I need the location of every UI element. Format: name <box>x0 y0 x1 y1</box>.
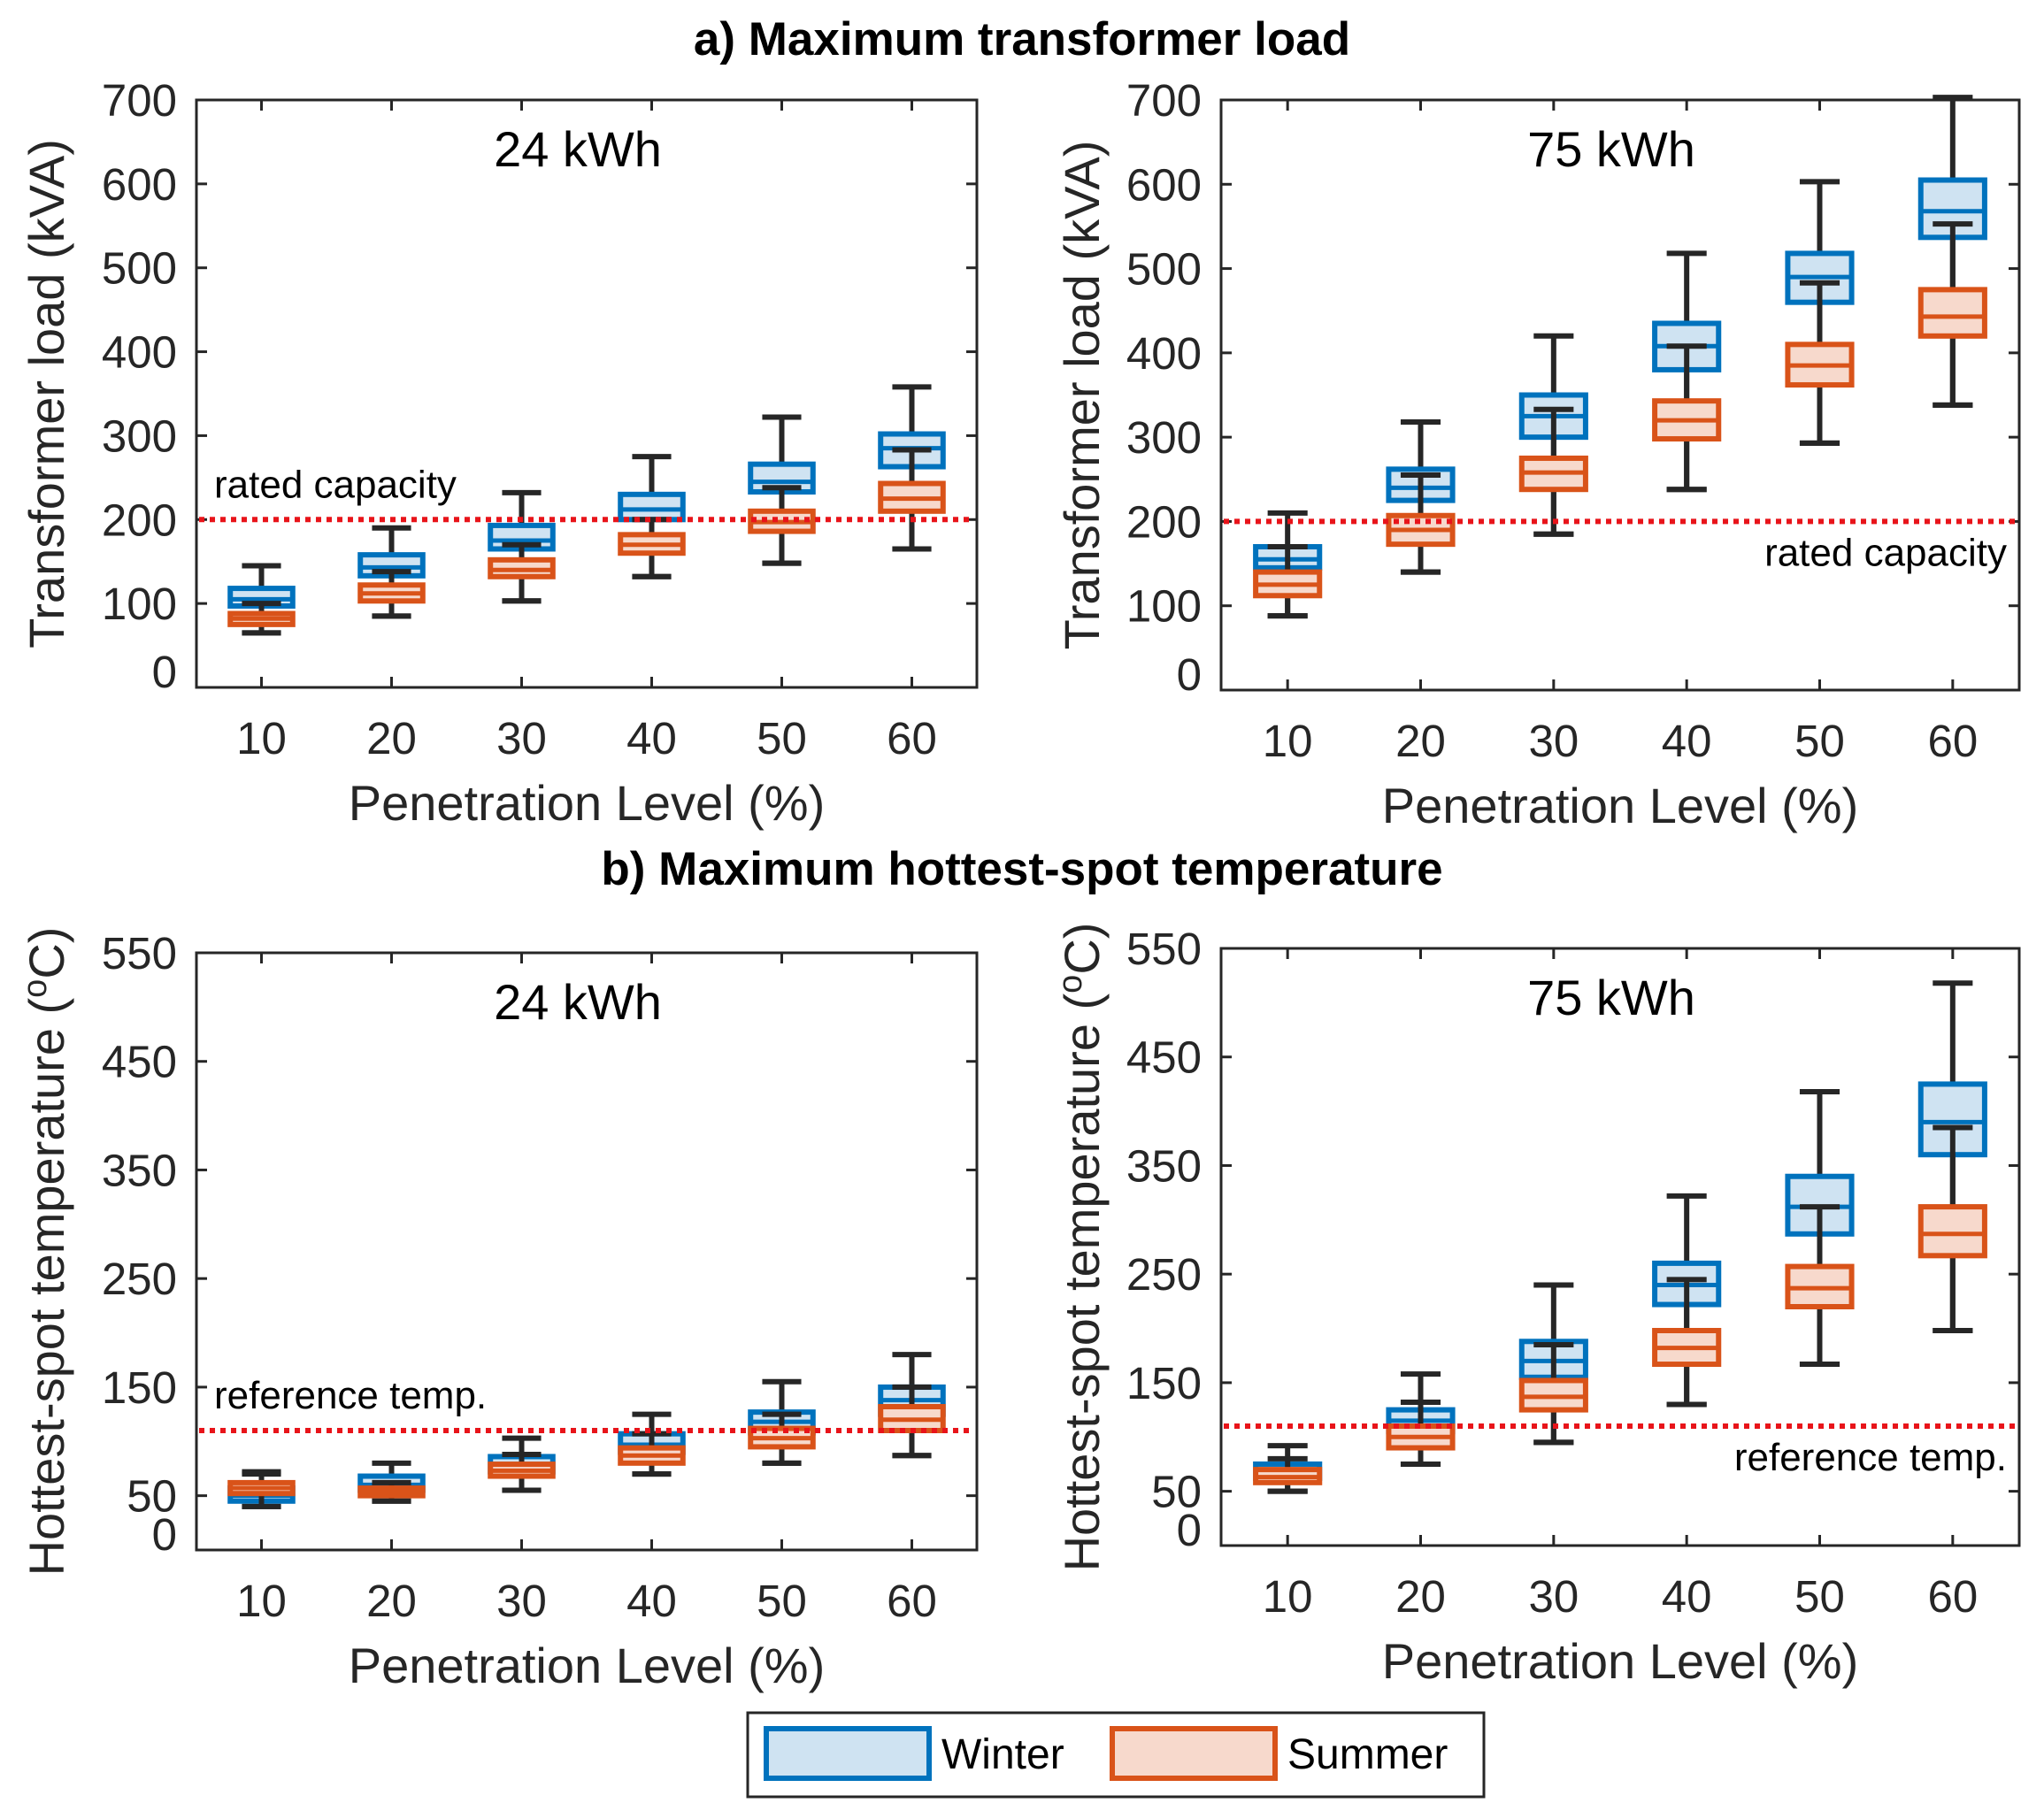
legend-summer-label: Summer <box>1287 1731 1448 1778</box>
y-tick-label: 50 <box>127 1471 177 1522</box>
x-tick-label: 40 <box>1662 716 1712 766</box>
y-tick-label: 300 <box>1126 412 1202 463</box>
x-tick-label: 60 <box>887 1576 937 1626</box>
axes-frame <box>1219 98 2021 692</box>
reference-label: rated capacity <box>1764 531 2007 574</box>
y-tick-label: 350 <box>102 1145 177 1195</box>
y-tick-label: 500 <box>1126 244 1202 295</box>
reference-label: reference temp. <box>214 1374 487 1417</box>
y-tick-label: 500 <box>102 243 177 294</box>
panel-title: 75 kWh <box>1527 970 1695 1025</box>
y-tick-label: 200 <box>1126 496 1202 547</box>
section-b-title: b) Maximum hottest-spot temperature <box>601 843 1442 895</box>
x-tick-label: 20 <box>366 1576 417 1626</box>
y-tick-label: 600 <box>1126 159 1202 210</box>
reference-label: rated capacity <box>214 463 457 506</box>
axes-frame <box>195 951 979 1552</box>
y-tick-label: 350 <box>1126 1140 1202 1191</box>
y-tick-label: 550 <box>1126 924 1202 974</box>
x-tick-label: 20 <box>1395 1571 1446 1622</box>
y-tick-label: 150 <box>102 1362 177 1413</box>
y-tick-label: 550 <box>102 928 177 978</box>
panel-a-left: 0 100 200 300 400 500 600 700 10 20 30 40 50 60 Penetr… <box>19 75 979 831</box>
y-tick-label: 200 <box>102 495 177 545</box>
y-axis-label: Transformer load (kVA) <box>19 139 74 648</box>
x-tick-label: 10 <box>236 713 287 763</box>
x-tick-label: 10 <box>236 1576 287 1626</box>
y-tick-label: 400 <box>1126 328 1202 379</box>
degree-superscript: o <box>17 979 54 998</box>
x-tick-label: 30 <box>1528 1571 1579 1622</box>
x-tick-label: 60 <box>1927 1571 1978 1622</box>
summer-box <box>1917 1204 1987 1259</box>
y-tick-label: 250 <box>1126 1249 1202 1300</box>
winter-box <box>618 491 686 523</box>
y-tick-label: 400 <box>102 327 177 378</box>
y-axis-label: Hottest-spot temperature (oC) <box>1052 923 1110 1572</box>
legend: Winter Summer <box>746 1711 1486 1799</box>
x-tick-label: 30 <box>496 713 547 763</box>
y-tick-label: 0 <box>152 647 177 697</box>
x-tick-label: 40 <box>626 713 677 763</box>
y-tick-label: 0 <box>152 1509 177 1560</box>
y-tick-label: 100 <box>1126 581 1202 632</box>
y-axis-unit: C) <box>1054 923 1110 975</box>
section-a-title: a) Maximum transformer load <box>694 13 1350 65</box>
y-tick-label: 450 <box>1126 1032 1202 1083</box>
legend-summer-swatch <box>1110 1726 1278 1781</box>
y-tick-label: 150 <box>1126 1358 1202 1408</box>
x-tick-label: 40 <box>626 1576 677 1626</box>
y-axis-unit: C) <box>19 927 74 979</box>
x-tick-label: 20 <box>1395 716 1446 766</box>
x-tick-label: 60 <box>887 713 937 763</box>
x-tick-label: 60 <box>1927 716 1978 766</box>
x-tick-label: 30 <box>1528 716 1579 766</box>
summer-box <box>1917 287 1987 339</box>
y-tick-label: 700 <box>1126 75 1202 126</box>
x-axis-label: Penetration Level (%) <box>1382 1633 1859 1689</box>
x-tick-label: 20 <box>366 713 417 763</box>
panel-title: 24 kWh <box>494 121 662 177</box>
x-tick-label: 50 <box>757 713 807 763</box>
y-tick-label: 450 <box>102 1037 177 1087</box>
x-axis-label: Penetration Level (%) <box>1382 778 1859 833</box>
panel-title: 75 kWh <box>1527 121 1695 177</box>
axes-frame <box>195 98 979 689</box>
y-tick-label: 100 <box>102 579 177 629</box>
legend-winter-swatch <box>764 1726 932 1781</box>
y-tick-label: 600 <box>102 159 177 210</box>
y-tick-label: 700 <box>102 75 177 126</box>
x-axis-label: Penetration Level (%) <box>349 775 826 831</box>
y-axis-label: Transformer load (kVA) <box>1054 141 1110 650</box>
x-tick-label: 50 <box>1794 716 1845 766</box>
panel-a-right: 0 100 200 300 400 500 600 700 10 20 30 40 50 60 Penetr… <box>1054 75 2021 833</box>
y-tick-label: 0 <box>1177 649 1202 700</box>
degree-superscript: o <box>1052 975 1089 994</box>
axes-frame <box>1219 947 2021 1547</box>
y-axis-label: Hottest-spot temperature (oC) <box>17 927 74 1577</box>
x-tick-label: 50 <box>757 1576 807 1626</box>
x-tick-label: 40 <box>1662 1571 1712 1622</box>
y-tick-label: 250 <box>102 1254 177 1304</box>
y-tick-label: 300 <box>102 410 177 461</box>
x-axis-label: Penetration Level (%) <box>349 1638 826 1693</box>
panel-title: 24 kWh <box>494 974 662 1030</box>
x-tick-label: 50 <box>1794 1571 1845 1622</box>
y-tick-label: 50 <box>1151 1467 1202 1517</box>
reference-label: reference temp. <box>1734 1436 2007 1479</box>
x-tick-label: 10 <box>1263 1571 1313 1622</box>
y-tick-label: 0 <box>1177 1505 1202 1555</box>
legend-winter-label: Winter <box>941 1731 1064 1778</box>
x-tick-label: 30 <box>496 1576 547 1626</box>
x-tick-label: 10 <box>1263 716 1313 766</box>
